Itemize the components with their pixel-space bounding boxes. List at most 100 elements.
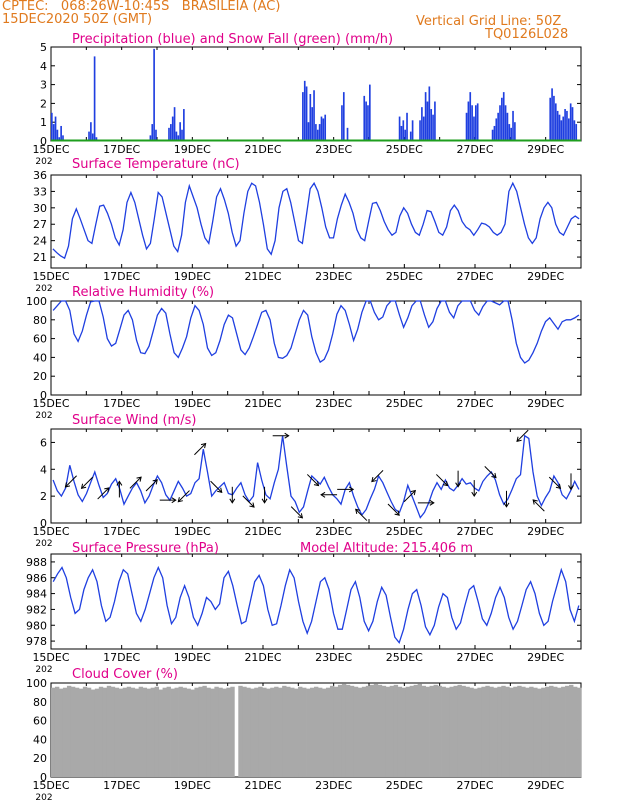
wind-arrow: [484, 466, 497, 478]
precip-bar: [398, 116, 401, 141]
precip-bar: [566, 110, 568, 141]
cloud-bar: [310, 687, 315, 777]
cloud-bar: [66, 685, 72, 777]
rh-ytick-label: 80: [33, 314, 47, 327]
wind-ytick-label: 2: [40, 490, 47, 503]
wind-xtick-label: 19DEC: [174, 525, 211, 538]
precip-bar: [549, 97, 552, 141]
cloud-bar: [210, 688, 215, 777]
cloud-ytick-label: 80: [33, 696, 47, 709]
cloud-bar: [473, 688, 478, 777]
cloud-bar: [82, 686, 88, 777]
precip-xtick-label: 29DEC: [527, 143, 564, 156]
cloud-bar: [429, 685, 434, 777]
precip-title: Precipitation (blue) and Snow Fall (gree…: [72, 32, 393, 47]
cloud-bar: [70, 686, 76, 777]
cloud-bar: [290, 687, 295, 777]
cloud-bar: [302, 687, 307, 777]
precip-bar: [54, 116, 57, 141]
cloud-bar: [385, 686, 391, 777]
wind-arrow-head: [455, 482, 462, 488]
cloud-bar: [553, 686, 558, 777]
precip-bar: [475, 105, 477, 141]
wind-arrow-head: [471, 491, 478, 498]
wind-arrow: [532, 499, 545, 512]
precip-bar: [493, 125, 496, 141]
header-station: CPTEC: 068:26W-10:45S BRASILEIA (AC): [2, 0, 281, 14]
pres-year-fragment: 202: [35, 665, 52, 675]
rh-title: Relative Humidity (%): [72, 285, 214, 300]
precip-bar: [510, 127, 512, 141]
precip-bar: [553, 95, 555, 141]
cloud-bar: [337, 684, 343, 777]
precip-bar: [346, 127, 349, 141]
precip-bar: [175, 131, 178, 141]
cloud-bar: [58, 688, 64, 777]
cloud-bar: [397, 686, 403, 777]
cloud-bar: [218, 687, 223, 777]
temp-xtick-label: 19DEC: [174, 270, 211, 283]
cloud-bar: [158, 689, 163, 777]
precip-bar: [58, 137, 61, 141]
cloud-bar: [270, 687, 275, 777]
pres-title: Surface Pressure (hPa): [72, 541, 219, 556]
wind-xtick-label: 27DEC: [456, 525, 493, 538]
header-model-id: TQ0126L028: [485, 27, 569, 42]
cloud-bar: [146, 688, 152, 777]
wind-arrow-head: [442, 480, 449, 487]
wind-arrow: [403, 490, 416, 503]
cloud-bar: [202, 685, 207, 777]
cloud-bar: [445, 687, 450, 777]
cloud-bar: [51, 687, 56, 777]
cloud-bar: [417, 683, 423, 777]
cloud-bar: [62, 687, 68, 777]
cloud-bar: [238, 685, 243, 777]
wind-xtick-label: 23DEC: [315, 525, 352, 538]
cloud-bar: [174, 687, 179, 777]
cloud-bar: [497, 686, 502, 777]
wind-arrow: [210, 480, 223, 493]
precip-bar: [322, 118, 325, 141]
wind-arrow-head: [503, 502, 510, 508]
cloud-xtick-label: 17DEC: [103, 779, 140, 792]
wind-arrow-head: [104, 487, 110, 493]
cloud-bar: [242, 686, 247, 777]
precip-bar: [434, 101, 436, 141]
cloud-bar: [461, 685, 466, 777]
wind-arrow: [97, 487, 110, 500]
cloud-xtick-label: 27DEC: [456, 779, 493, 792]
wind-arrow-head: [532, 499, 538, 505]
cloud-bar: [122, 687, 128, 777]
cloud-bar: [150, 687, 156, 777]
pres-xtick-label: 23DEC: [315, 651, 352, 664]
precip-ytick-label: 4: [40, 60, 47, 73]
cloud-ytick-label: 20: [33, 752, 47, 765]
rh-ytick-label: 60: [33, 333, 47, 346]
cloud-bar: [258, 686, 263, 777]
precip-xtick-label: 19DEC: [174, 143, 211, 156]
cloud-bar: [246, 687, 251, 777]
cloud-bar: [357, 687, 363, 777]
wind-arrow-head: [284, 432, 290, 439]
cloud-xtick-label: 21DEC: [244, 779, 281, 792]
precip-bar: [153, 48, 155, 141]
temp-ytick-label: 27: [33, 218, 47, 231]
temp-ytick-label: 30: [33, 202, 47, 215]
temp-year-fragment: 202: [35, 284, 52, 294]
wind-arrow: [65, 475, 77, 488]
cloud-bar: [278, 687, 283, 777]
cloud-bar: [110, 686, 116, 777]
temp-ytick-label: 36: [33, 169, 47, 182]
precip-bar: [404, 129, 406, 141]
temp-xtick-label: 15DEC: [32, 270, 69, 283]
temp-xtick-label: 21DEC: [244, 270, 281, 283]
precip-bar: [467, 101, 470, 141]
cloud-bar: [501, 685, 506, 777]
precip-bar: [62, 135, 64, 141]
wind-arrow-head: [371, 476, 377, 483]
precip-bar: [179, 122, 181, 141]
cloud-bar: [573, 686, 578, 777]
precip-bar: [432, 114, 434, 141]
wind-xtick-label: 25DEC: [386, 525, 423, 538]
